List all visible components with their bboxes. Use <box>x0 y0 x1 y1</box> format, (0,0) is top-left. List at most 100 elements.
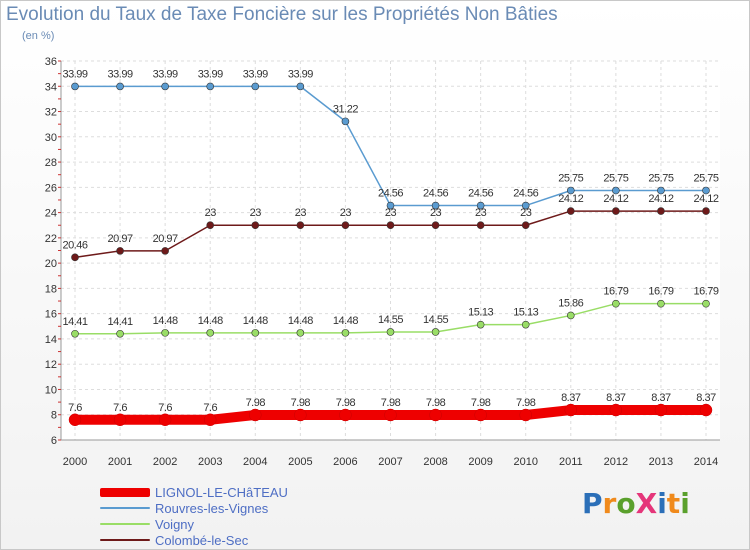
data-label-colombe: 24.12 <box>558 193 583 205</box>
data-label-colombe: 23 <box>385 207 397 219</box>
data-point-lignol <box>249 408 262 422</box>
data-point-lignol <box>339 408 352 422</box>
data-point-rouvres <box>657 186 665 195</box>
data-point-rouvres <box>116 82 124 91</box>
data-point-rouvres <box>521 201 530 210</box>
data-label-lignol: 7.6 <box>68 402 82 414</box>
data-label-lignol: 7.98 <box>426 397 446 409</box>
logo-letter: t <box>666 487 681 520</box>
y-tick-label: 34 <box>45 81 57 93</box>
y-tick-label: 24 <box>45 208 57 220</box>
data-point-lignol <box>564 403 578 417</box>
y-tick-label: 6 <box>51 435 57 447</box>
data-point-rouvres <box>71 82 79 91</box>
data-label-voigny: 14.41 <box>62 316 87 328</box>
y-tick-label: 20 <box>45 258 57 270</box>
logo-letter: i <box>657 487 667 520</box>
data-label-voigny: 14.48 <box>243 315 268 327</box>
legend-swatch-colombe <box>100 539 150 541</box>
data-point-colombe <box>657 207 665 215</box>
data-point-lignol <box>68 413 82 427</box>
data-label-voigny: 14.41 <box>108 316 133 328</box>
data-label-voigny: 15.86 <box>558 297 583 309</box>
y-tick-label: 28 <box>45 157 57 169</box>
y-tick-label: 26 <box>45 182 57 194</box>
data-point-colombe <box>566 207 575 215</box>
data-point-colombe <box>521 221 530 230</box>
data-label-lignol: 7.98 <box>246 397 266 409</box>
data-label-lignol: 7.98 <box>336 397 356 409</box>
data-point-rouvres <box>341 117 350 126</box>
legend-label-lignol: LIGNOL-LE-CHâTEAU <box>155 484 288 500</box>
data-label-lignol: 8.37 <box>696 392 716 404</box>
data-label-colombe: 23 <box>250 207 262 219</box>
legend-swatch-rouvres <box>100 507 150 509</box>
data-label-rouvres: 25.75 <box>558 172 583 184</box>
data-label-voigny: 14.48 <box>333 315 358 327</box>
data-label-rouvres: 24.56 <box>468 188 493 200</box>
data-label-voigny: 16.79 <box>693 286 718 298</box>
data-point-lignol <box>294 408 307 422</box>
data-label-lignol: 8.37 <box>606 392 626 404</box>
data-label-colombe: 23 <box>430 207 442 219</box>
data-label-lignol: 8.37 <box>561 392 581 404</box>
data-label-colombe: 20.97 <box>153 233 178 245</box>
legend-label-colombe: Colombé-le-Sec <box>155 532 249 548</box>
data-label-colombe: 20.97 <box>108 233 133 245</box>
data-label-lignol: 7.98 <box>471 397 491 409</box>
y-tick-label: 30 <box>45 132 57 144</box>
logo-letter: i <box>680 487 690 520</box>
data-point-colombe <box>476 221 485 230</box>
y-tick-label: 8 <box>51 410 57 422</box>
x-tick-label: 2010 <box>513 456 537 468</box>
data-point-rouvres <box>476 201 485 210</box>
legend: LIGNOL-LE-CHâTEAU Rouvres-les-Vignes Voi… <box>100 484 288 548</box>
data-point-lignol <box>609 403 623 417</box>
data-label-rouvres: 33.99 <box>62 68 87 80</box>
legend-label-voigny: Voigny <box>155 516 195 532</box>
data-label-voigny: 15.13 <box>513 307 538 319</box>
data-point-lignol <box>113 413 127 427</box>
data-label-colombe: 24.12 <box>648 193 673 205</box>
data-label-rouvres: 33.99 <box>243 68 268 80</box>
logo-letter: r <box>602 487 617 520</box>
data-label-colombe: 23 <box>340 207 352 219</box>
y-tick-label: 10 <box>45 384 57 396</box>
data-label-rouvres: 24.56 <box>423 188 448 200</box>
data-point-lignol <box>519 408 532 422</box>
data-point-voigny <box>521 320 530 329</box>
data-point-voigny <box>296 329 305 337</box>
data-point-voigny <box>161 329 169 337</box>
data-point-rouvres <box>612 186 620 195</box>
x-tick-label: 2014 <box>694 456 718 468</box>
data-point-colombe <box>702 207 710 215</box>
x-tick-label: 2003 <box>198 456 222 468</box>
data-label-colombe: 24.12 <box>603 193 628 205</box>
data-label-voigny: 15.13 <box>468 307 493 319</box>
x-tick-label: 2005 <box>288 456 312 468</box>
x-tick-label: 2013 <box>649 456 673 468</box>
data-point-voigny <box>386 328 395 336</box>
data-point-voigny <box>116 329 124 338</box>
data-label-voigny: 16.79 <box>603 286 628 298</box>
logo-letter: X <box>635 487 658 520</box>
logo-letter: o <box>616 487 636 520</box>
legend-swatch-voigny <box>100 523 150 525</box>
x-tick-label: 2007 <box>378 456 402 468</box>
data-label-rouvres: 25.75 <box>603 172 628 184</box>
data-point-lignol <box>158 413 172 427</box>
data-label-voigny: 14.55 <box>378 314 403 326</box>
data-label-colombe: 23 <box>205 207 217 219</box>
y-tick-label: 18 <box>45 283 57 295</box>
data-label-rouvres: 33.99 <box>198 68 223 80</box>
legend-item-lignol: LIGNOL-LE-CHâTEAU <box>100 484 288 500</box>
data-label-rouvres: 33.99 <box>288 68 313 80</box>
data-point-colombe <box>431 221 440 230</box>
data-point-voigny <box>612 299 620 308</box>
chart-unit-label: (en %) <box>22 30 55 42</box>
x-tick-label: 2012 <box>604 456 628 468</box>
data-point-colombe <box>206 221 215 230</box>
data-label-lignol: 7.6 <box>113 402 127 414</box>
x-tick-label: 2000 <box>63 456 87 468</box>
